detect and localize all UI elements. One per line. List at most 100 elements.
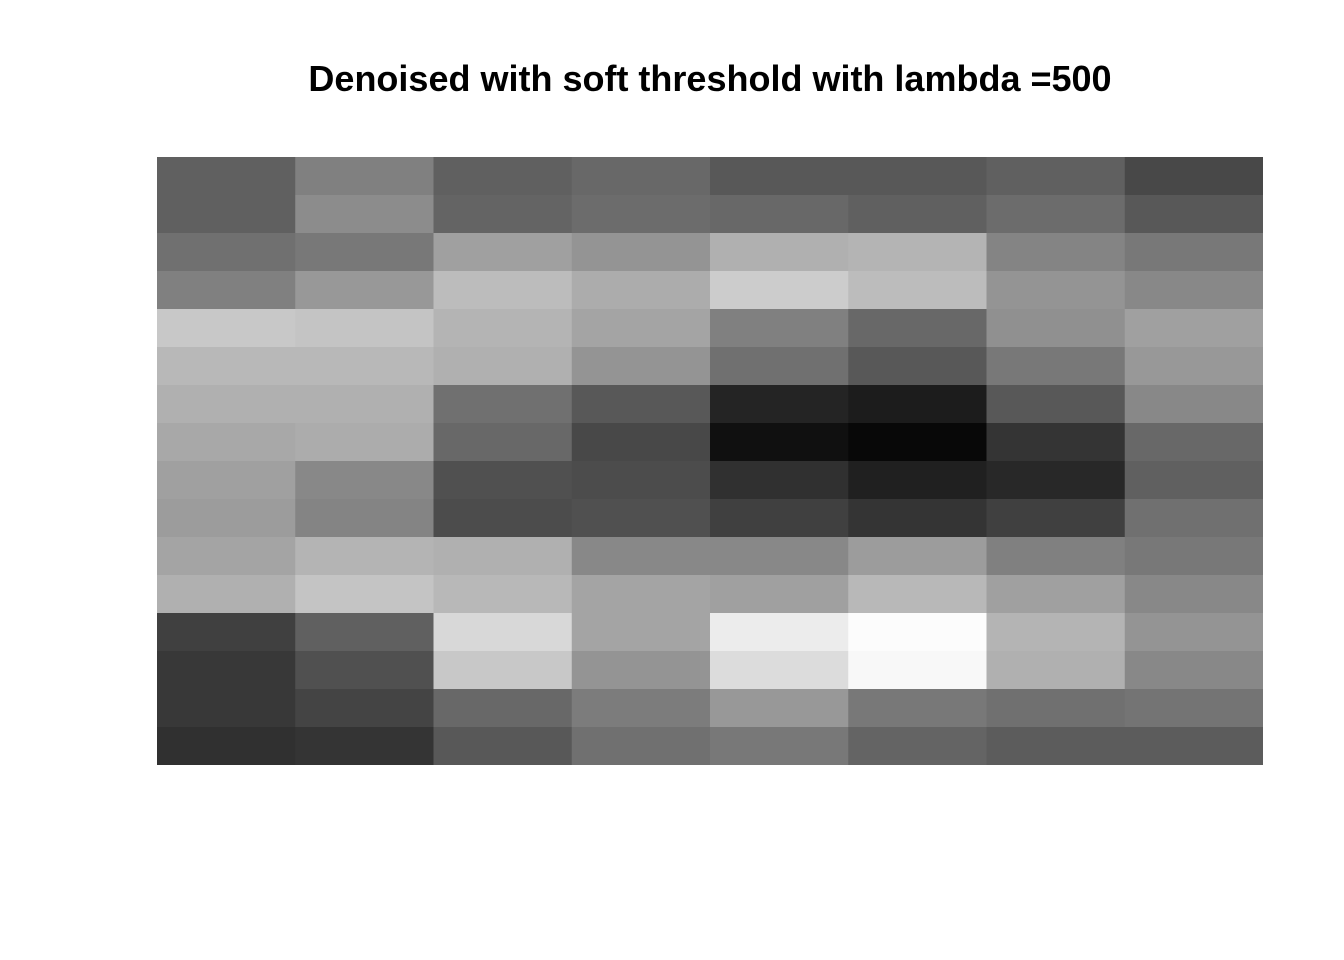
- pixel-cell: [779, 423, 849, 462]
- pixel-cell: [571, 727, 642, 765]
- pixel-cell: [157, 233, 227, 272]
- pixel-cell: [1193, 347, 1263, 386]
- pixel-cell: [157, 195, 227, 234]
- pixel-cell: [1055, 309, 1126, 348]
- pixel-cell: [226, 309, 296, 348]
- pixel-cell: [1055, 613, 1126, 652]
- pixel-cell: [848, 423, 918, 462]
- pixel-cell: [295, 423, 365, 462]
- pixel-cell: [917, 309, 988, 348]
- pixel-cell: [640, 651, 711, 690]
- pixel-cell: [710, 233, 780, 272]
- pixel-cell: [779, 347, 849, 386]
- pixel-cell: [640, 499, 711, 538]
- pixel-cell: [1193, 195, 1263, 234]
- pixel-cell: [710, 575, 780, 614]
- pixel-cell: [571, 651, 642, 690]
- pixel-cell: [226, 613, 296, 652]
- pixel-cell: [433, 157, 504, 196]
- pixel-cell: [710, 271, 780, 310]
- pixel-cell: [1124, 271, 1195, 310]
- pixel-cell: [986, 195, 1057, 234]
- pixel-cell: [1193, 727, 1263, 765]
- pixel-cell: [710, 385, 780, 424]
- pixel-cell: [157, 499, 227, 538]
- pixel-cell: [433, 537, 504, 576]
- pixel-cell: [1124, 157, 1195, 196]
- pixel-cell: [157, 461, 227, 500]
- pixel-cell: [1055, 347, 1126, 386]
- pixel-cell: [571, 499, 642, 538]
- pixel-cell: [986, 613, 1057, 652]
- pixel-cell: [1124, 651, 1195, 690]
- pixel-cell: [502, 233, 573, 272]
- pixel-cell: [917, 385, 988, 424]
- pixel-cell: [157, 613, 227, 652]
- pixel-cell: [157, 727, 227, 765]
- pixel-cell: [986, 423, 1057, 462]
- pixel-cell: [226, 689, 296, 728]
- pixel-cell: [226, 575, 296, 614]
- pixel-cell: [364, 727, 435, 765]
- pixel-cell: [295, 157, 365, 196]
- pixel-cell: [1193, 689, 1263, 728]
- pixel-cell: [571, 195, 642, 234]
- pixel-cell: [640, 537, 711, 576]
- pixel-cell: [1124, 689, 1195, 728]
- pixel-cell: [917, 423, 988, 462]
- pixel-cell: [986, 309, 1057, 348]
- pixel-cell: [571, 157, 642, 196]
- pixel-cell: [1055, 537, 1126, 576]
- pixel-cell: [433, 271, 504, 310]
- pixel-cell: [848, 309, 918, 348]
- pixel-cell: [1193, 423, 1263, 462]
- pixel-cell: [571, 613, 642, 652]
- pixel-cell: [917, 651, 988, 690]
- pixel-cell: [226, 537, 296, 576]
- pixel-cell: [1193, 385, 1263, 424]
- pixel-cell: [1193, 575, 1263, 614]
- denoised-image: [157, 157, 1263, 765]
- pixel-cell: [295, 461, 365, 500]
- pixel-cell: [779, 271, 849, 310]
- pixel-cell: [917, 195, 988, 234]
- pixel-cell: [571, 461, 642, 500]
- pixel-cell: [1055, 575, 1126, 614]
- pixel-cell: [433, 347, 504, 386]
- pixel-cell: [917, 499, 988, 538]
- pixel-cell: [226, 233, 296, 272]
- pixel-cell: [226, 157, 296, 196]
- pixel-cell: [433, 689, 504, 728]
- pixel-cell: [986, 727, 1057, 765]
- pixel-cell: [364, 347, 435, 386]
- pixel-cell: [848, 233, 918, 272]
- pixel-cell: [640, 195, 711, 234]
- pixel-cell: [157, 347, 227, 386]
- pixel-cell: [640, 575, 711, 614]
- pixel-cell: [502, 537, 573, 576]
- pixel-cell: [1124, 499, 1195, 538]
- pixel-cell: [917, 461, 988, 500]
- pixel-cell: [779, 385, 849, 424]
- pixel-cell: [502, 651, 573, 690]
- pixel-cell: [1124, 309, 1195, 348]
- pixel-cell: [1055, 689, 1126, 728]
- pixel-cell: [917, 537, 988, 576]
- pixel-cell: [157, 385, 227, 424]
- pixel-cell: [502, 689, 573, 728]
- pixel-cell: [1124, 575, 1195, 614]
- pixel-cell: [710, 499, 780, 538]
- pixel-cell: [986, 461, 1057, 500]
- pixel-cell: [157, 157, 227, 196]
- pixel-cell: [364, 689, 435, 728]
- pixel-cell: [1193, 233, 1263, 272]
- pixel-cell: [433, 575, 504, 614]
- pixel-cell: [364, 233, 435, 272]
- pixel-cell: [779, 613, 849, 652]
- pixel-cell: [848, 499, 918, 538]
- pixel-cell: [433, 233, 504, 272]
- pixel-cell: [364, 575, 435, 614]
- pixel-cell: [917, 233, 988, 272]
- pixel-cell: [226, 727, 296, 765]
- pixel-cell: [433, 461, 504, 500]
